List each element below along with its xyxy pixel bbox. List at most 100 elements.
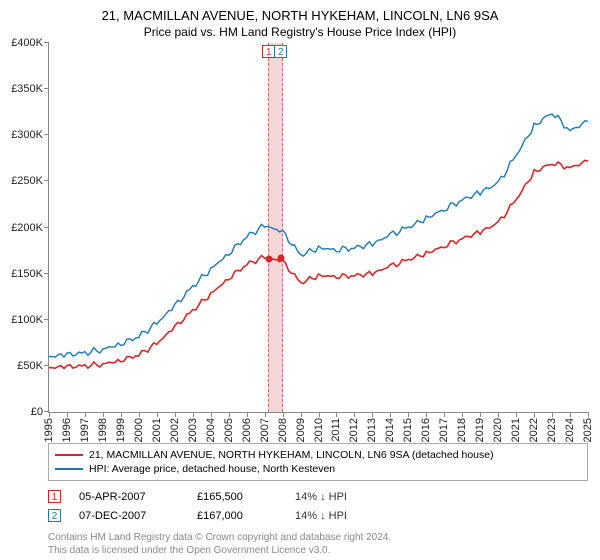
chart-svg: [49, 43, 588, 412]
x-tick-label: 2003: [187, 418, 199, 442]
series-price_paid: [49, 160, 588, 368]
y-tick-line: [44, 365, 49, 366]
x-tick-line: [462, 412, 463, 417]
x-tick-label: 2012: [348, 418, 360, 442]
x-tick-line: [49, 412, 50, 417]
sale-price: £167,000: [197, 510, 277, 522]
x-tick-line: [354, 412, 355, 417]
legend-swatch: [55, 468, 83, 470]
x-tick-line: [426, 412, 427, 417]
sale-row: 2 07-DEC-2007 £167,000 14% ↓ HPI: [48, 506, 588, 525]
x-tick-label: 2000: [133, 418, 145, 442]
x-tick-line: [390, 412, 391, 417]
x-tick-line: [516, 412, 517, 417]
x-tick-label: 2021: [510, 418, 522, 442]
x-tick-label: 2005: [223, 418, 235, 442]
x-tick-line: [301, 412, 302, 417]
x-tick-label: 2015: [402, 418, 414, 442]
x-tick-label: 1997: [79, 418, 91, 442]
y-tick-line: [44, 319, 49, 320]
x-tick-line: [229, 412, 230, 417]
x-tick-line: [408, 412, 409, 417]
y-tick-line: [44, 42, 49, 43]
x-tick-line: [372, 412, 373, 417]
x-tick-line: [588, 412, 589, 417]
sale-date: 05-APR-2007: [79, 491, 179, 503]
x-tick-label: 2002: [169, 418, 181, 442]
legend-box: 21, MACMILLAN AVENUE, NORTH HYKEHAM, LIN…: [48, 443, 588, 481]
legend-item: HPI: Average price, detached house, Nort…: [55, 462, 581, 476]
x-tick-label: 1998: [97, 418, 109, 442]
footer-attribution: Contains HM Land Registry data © Crown c…: [48, 531, 588, 557]
x-tick-line: [570, 412, 571, 417]
x-tick-line: [283, 412, 284, 417]
x-tick-label: 2014: [384, 418, 396, 442]
sale-dot-1: [266, 256, 273, 263]
x-tick-line: [67, 412, 68, 417]
x-tick-label: 2017: [438, 418, 450, 442]
x-tick-line: [211, 412, 212, 417]
sale-number-box: 1: [48, 490, 61, 503]
legend-swatch: [55, 454, 83, 456]
x-tick-label: 2019: [474, 418, 486, 442]
x-tick-label: 2007: [259, 418, 271, 442]
x-tick-line: [247, 412, 248, 417]
y-tick-label: £50K: [17, 360, 43, 372]
sale-marker-2: 2: [274, 45, 287, 58]
y-tick-label: £250K: [11, 175, 43, 187]
sale-number-box: 2: [48, 509, 61, 522]
x-tick-label: 2016: [420, 418, 432, 442]
x-tick-line: [139, 412, 140, 417]
x-tick-line: [121, 412, 122, 417]
x-tick-line: [336, 412, 337, 417]
x-tick-label: 2009: [295, 418, 307, 442]
x-tick-label: 2022: [528, 418, 540, 442]
y-tick-line: [44, 180, 49, 181]
y-tick-line: [44, 88, 49, 89]
sale-row: 1 05-APR-2007 £165,500 14% ↓ HPI: [48, 487, 588, 506]
y-tick-line: [44, 273, 49, 274]
x-tick-line: [552, 412, 553, 417]
x-tick-label: 2013: [366, 418, 378, 442]
footer-line1: Contains HM Land Registry data © Crown c…: [48, 531, 588, 544]
x-tick-label: 1996: [61, 418, 73, 442]
x-tick-label: 2020: [492, 418, 504, 442]
x-tick-label: 2023: [546, 418, 558, 442]
y-tick-label: £300K: [11, 129, 43, 141]
legend-item: 21, MACMILLAN AVENUE, NORTH HYKEHAM, LIN…: [55, 448, 581, 462]
x-tick-line: [193, 412, 194, 417]
chart-title-line1: 21, MACMILLAN AVENUE, NORTH HYKEHAM, LIN…: [0, 0, 600, 23]
x-tick-line: [498, 412, 499, 417]
sale-date: 07-DEC-2007: [79, 510, 179, 522]
chart-area: £0£50K£100K£150K£200K£250K£300K£350K£400…: [48, 43, 588, 413]
y-tick-label: £0: [31, 406, 43, 418]
x-tick-line: [444, 412, 445, 417]
sale-delta: 14% ↓ HPI: [295, 510, 347, 522]
legend-label: HPI: Average price, detached house, Nort…: [89, 463, 335, 475]
x-tick-label: 2025: [582, 418, 594, 442]
chart-title-line2: Price paid vs. HM Land Registry's House …: [0, 23, 600, 43]
sale-price: £165,500: [197, 491, 277, 503]
x-tick-label: 2001: [151, 418, 163, 442]
sales-table: 1 05-APR-2007 £165,500 14% ↓ HPI 2 07-DEC-200…: [48, 487, 588, 525]
x-tick-label: 2024: [564, 418, 576, 442]
x-tick-label: 2018: [456, 418, 468, 442]
y-tick-label: £400K: [11, 37, 43, 49]
y-tick-line: [44, 134, 49, 135]
x-tick-label: 2010: [313, 418, 325, 442]
y-tick-line: [44, 227, 49, 228]
sale-delta: 14% ↓ HPI: [295, 491, 347, 503]
x-tick-label: 1995: [43, 418, 55, 442]
y-tick-label: £150K: [11, 268, 43, 280]
legend-label: 21, MACMILLAN AVENUE, NORTH HYKEHAM, LIN…: [89, 449, 494, 461]
x-tick-label: 2011: [330, 418, 342, 442]
x-tick-label: 2006: [241, 418, 253, 442]
y-tick-label: £200K: [11, 222, 43, 234]
x-tick-line: [103, 412, 104, 417]
x-tick-line: [157, 412, 158, 417]
y-tick-label: £100K: [11, 314, 43, 326]
x-tick-line: [85, 412, 86, 417]
x-tick-line: [534, 412, 535, 417]
series-hpi: [49, 114, 588, 357]
x-tick-label: 1999: [115, 418, 127, 442]
